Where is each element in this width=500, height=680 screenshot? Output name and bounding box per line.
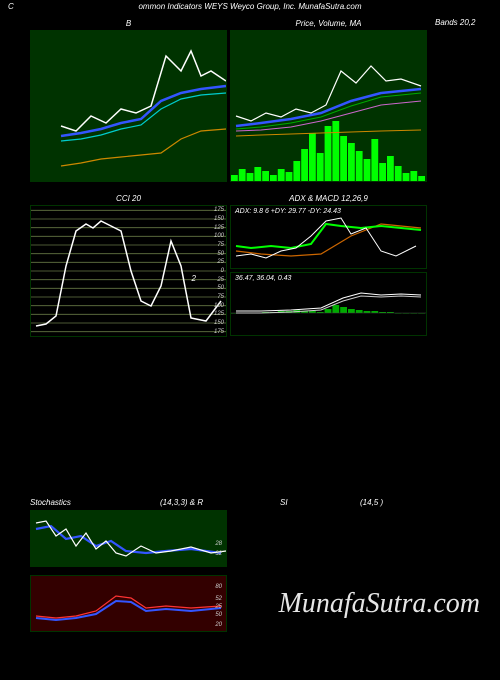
stoch-chart bbox=[31, 511, 226, 566]
macd-panel: 36.47, 36.04, 0.43 bbox=[230, 272, 427, 336]
bands-param-label: Bands 20,2 bbox=[435, 18, 475, 27]
adx-panel: ADX & MACD 12,26,9 ADX: 9.8 6 +DY: 29.77… bbox=[230, 205, 427, 269]
bbands-chart bbox=[31, 31, 226, 181]
adx-title: ADX & MACD 12,26,9 bbox=[231, 194, 426, 203]
cci-title: CCI 20 bbox=[31, 194, 226, 203]
stoch-label-1: Stochastics bbox=[30, 498, 71, 507]
price-title: Price, Volume, MA bbox=[231, 19, 426, 28]
stoch-panel: 2832 bbox=[30, 510, 227, 567]
bbands-panel: B bbox=[30, 30, 227, 182]
cci-chart bbox=[31, 206, 226, 336]
stoch-title-row: Stochastics (14,3,3) & R SI (14,5 ) bbox=[30, 498, 470, 507]
macd-values: 36.47, 36.04, 0.43 bbox=[235, 275, 291, 282]
adx-values: ADX: 9.8 6 +DY: 29.77 -DY: 24.43 bbox=[235, 208, 430, 215]
stoch-label-3: SI bbox=[280, 498, 288, 507]
header-center: ommon Indicators WEYS Weyco Group, Inc. … bbox=[138, 2, 361, 11]
price-chart bbox=[231, 31, 426, 181]
rsi-panel: 8052255020 bbox=[30, 575, 227, 632]
price-panel: Price, Volume, MA bbox=[230, 30, 427, 182]
stoch-label-4: (14,5 ) bbox=[360, 498, 383, 507]
stoch-label-2: (14,3,3) & R bbox=[160, 498, 203, 507]
watermark: MunafaSutra.com bbox=[279, 588, 480, 620]
page-header: C ommon Indicators WEYS Weyco Group, Inc… bbox=[0, 2, 500, 11]
adx-chart bbox=[231, 206, 426, 268]
rsi-chart bbox=[31, 576, 226, 631]
header-left: C bbox=[8, 2, 14, 11]
macd-chart bbox=[231, 273, 426, 335]
bbands-title: B bbox=[31, 19, 226, 28]
cci-panel: CCI 20 175150125100755025025507510012515… bbox=[30, 205, 227, 337]
